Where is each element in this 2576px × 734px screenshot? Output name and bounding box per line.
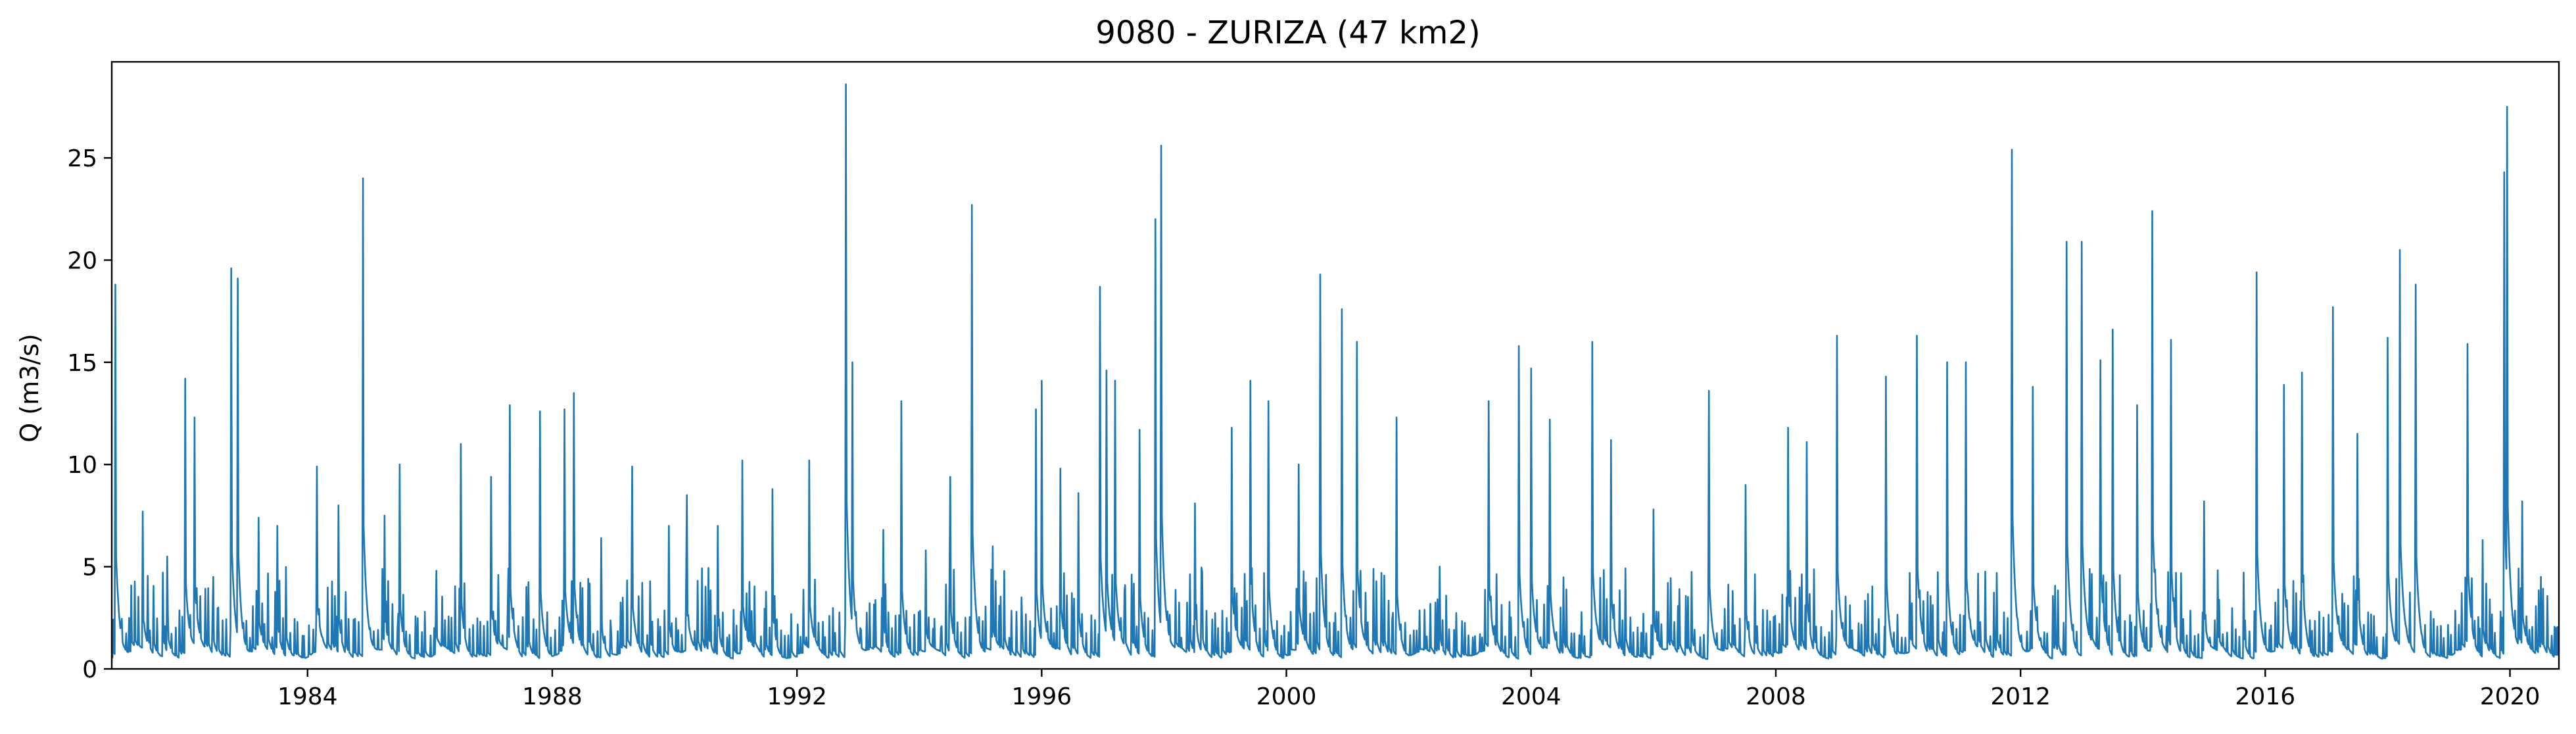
y-tick-label: 15 — [67, 350, 97, 377]
plot-frame — [110, 61, 2560, 670]
x-tick-label: 1988 — [522, 683, 583, 710]
y-tick-label: 10 — [67, 452, 97, 479]
series-line — [112, 83, 2559, 660]
x-tick-label: 1996 — [1012, 683, 1072, 710]
x-tick-label: 1992 — [767, 683, 827, 710]
x-tick-label: 2016 — [2235, 683, 2296, 710]
chart-title: 9080 - ZURIZA (47 km2) — [1095, 14, 1480, 51]
y-tick-label: 5 — [82, 554, 97, 581]
x-tick-label: 2004 — [1501, 683, 1562, 710]
axes: 1984 1988 1992 1996 2000 2004 2008 2012 2016 2020… — [67, 61, 2560, 710]
x-tick-label: 1984 — [277, 683, 338, 710]
x-tick-label: 2000 — [1256, 683, 1317, 710]
y-axis-label: Q (m3/s) — [15, 333, 44, 442]
x-tick-label: 2020 — [2480, 683, 2540, 710]
y-tick-label: 20 — [67, 247, 97, 274]
plot-area — [112, 83, 2559, 660]
x-tick-label: 2008 — [1746, 683, 1806, 710]
x-tick-label: 2012 — [1990, 683, 2051, 710]
y-tick-label: 0 — [82, 656, 97, 683]
y-tick-label: 25 — [67, 145, 97, 172]
